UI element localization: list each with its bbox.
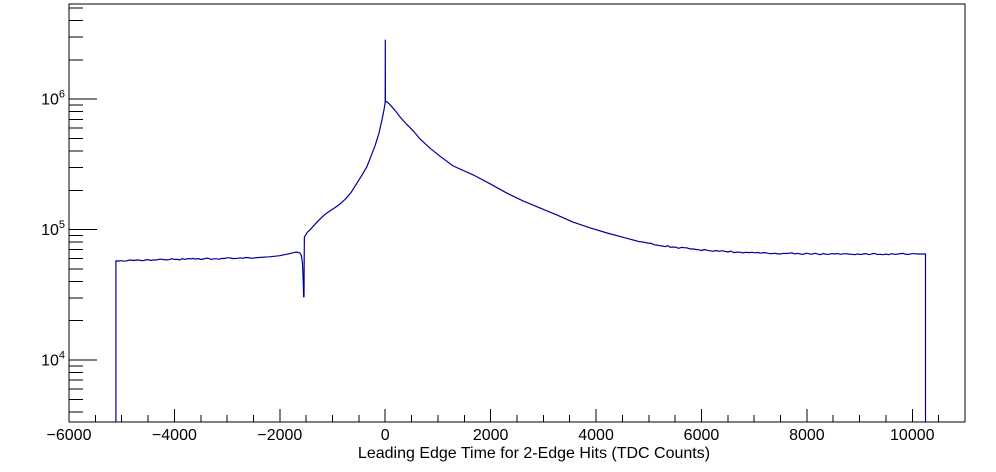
- histogram-line: [115, 39, 927, 422]
- x-tick-label: 8000: [789, 427, 825, 444]
- x-tick-label: −2000: [257, 427, 302, 444]
- x-axis-labels: −6000 −4000 −2000 0 2000 4000 6000 8000 10000: [47, 427, 935, 444]
- y-axis-labels: 104 105 106: [41, 89, 65, 370]
- y-tick-label: 105: [41, 219, 65, 239]
- x-tick-label: 10000: [890, 427, 935, 444]
- y-tick-label: 104: [41, 350, 65, 370]
- x-tick-label: 6000: [684, 427, 720, 444]
- histogram-series: [115, 39, 927, 422]
- x-axis: [68, 409, 940, 422]
- x-tick-label: 2000: [473, 427, 509, 444]
- y-axis: [69, 7, 97, 413]
- x-tick-label: −4000: [152, 427, 197, 444]
- x-tick-label: 4000: [578, 427, 614, 444]
- x-tick-label: −6000: [47, 427, 92, 444]
- y-tick-label: 106: [41, 89, 65, 109]
- x-axis-title: Leading Edge Time for 2-Edge Hits (TDC C…: [358, 445, 710, 462]
- x-tick-label: 0: [381, 427, 390, 444]
- plot-frame: [68, 3, 966, 423]
